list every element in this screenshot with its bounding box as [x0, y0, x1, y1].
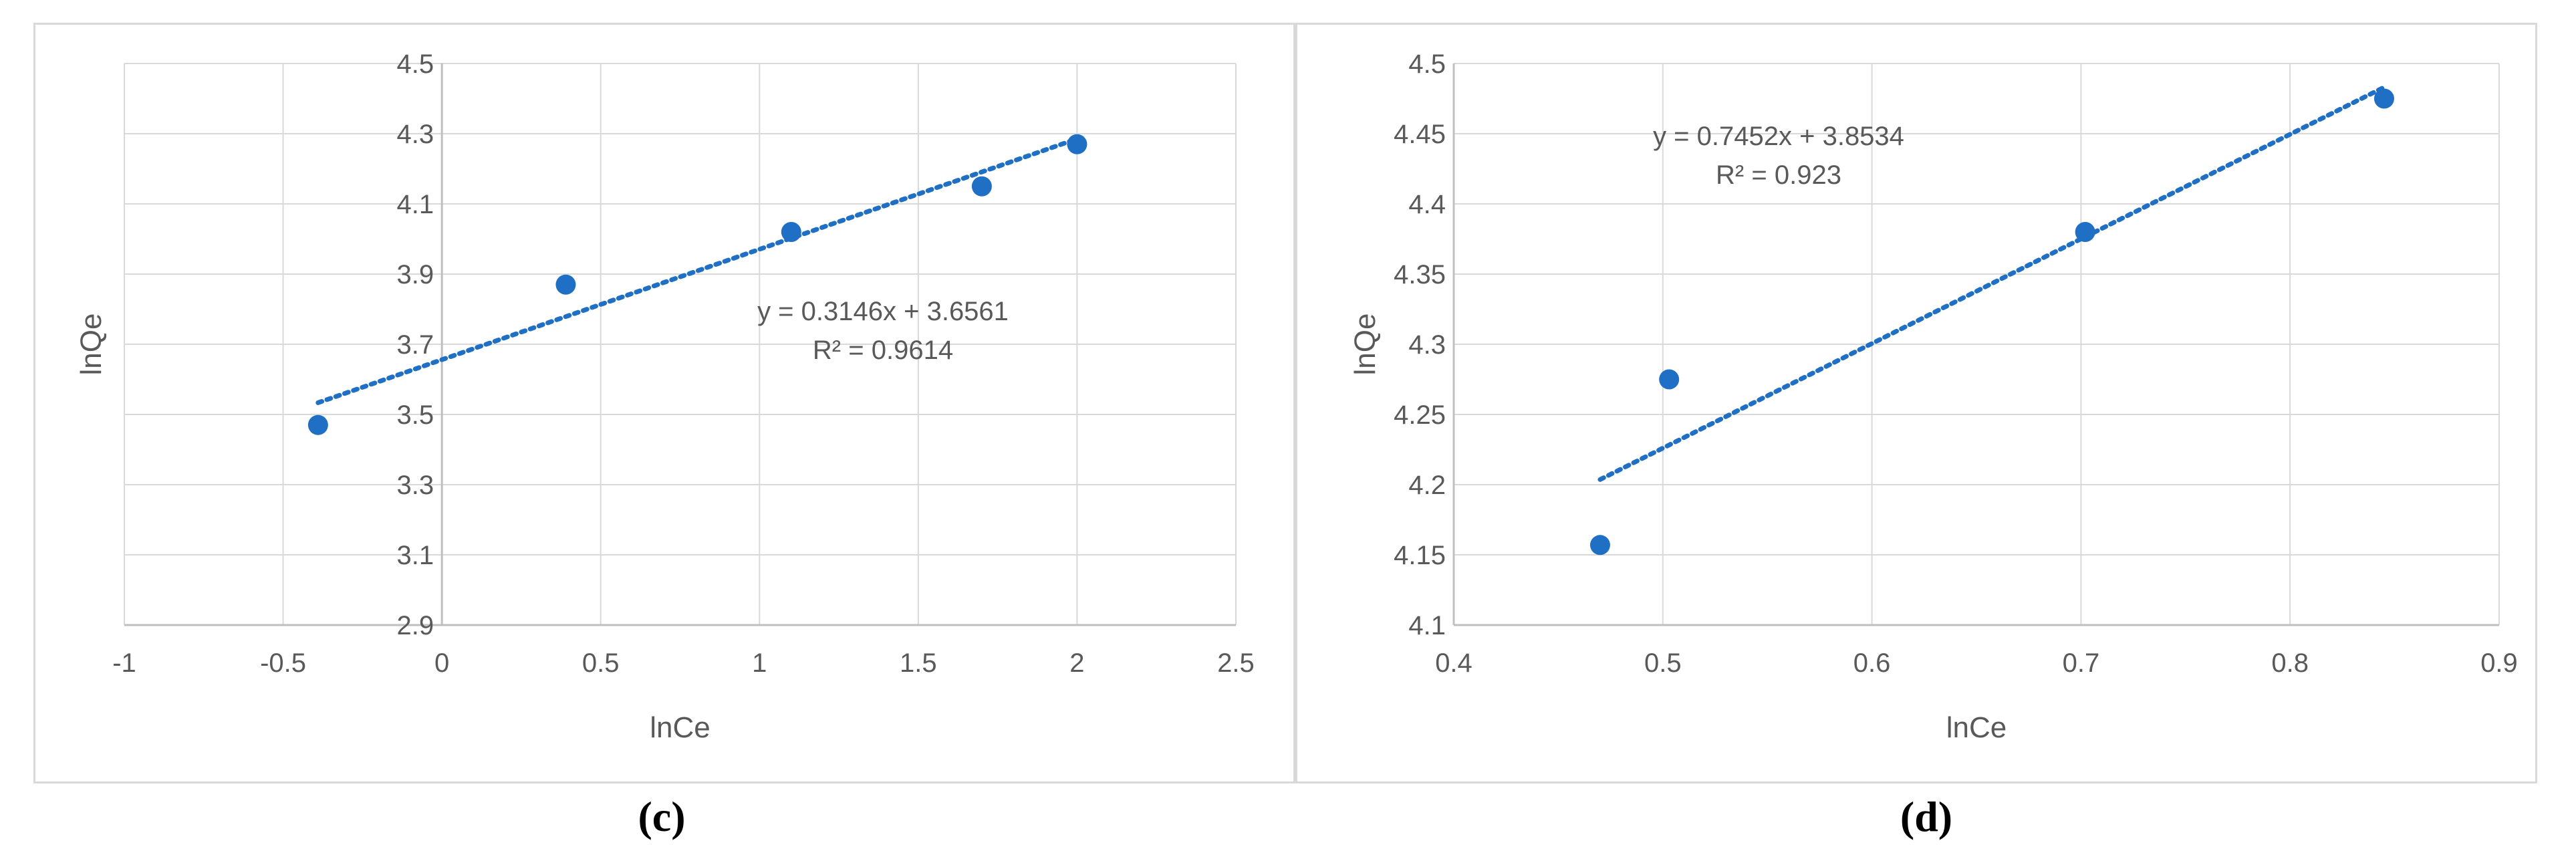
caption-d: (d)	[1900, 793, 1953, 840]
caption-c: (c)	[638, 793, 686, 840]
data-point	[781, 222, 801, 242]
y-tick-label: 4.1	[397, 190, 434, 219]
x-tick-label: 1	[752, 648, 767, 678]
x-tick-label: 0	[434, 648, 449, 678]
data-point	[971, 176, 992, 197]
y-tick-label: 3.3	[397, 471, 434, 500]
data-point	[307, 414, 328, 435]
y-tick-label: 3.9	[397, 260, 434, 289]
y-tick-label: 3.5	[397, 400, 434, 430]
y-tick-label: 4.3	[397, 120, 434, 149]
trendline	[1597, 85, 2387, 482]
trendline	[315, 136, 1079, 405]
y-axis-title: lnQe	[1349, 314, 1382, 376]
x-axis-title: lnCe	[1946, 711, 2007, 744]
x-axis-title: lnCe	[650, 711, 711, 744]
data-point	[1589, 535, 1610, 556]
x-tick-label: -0.5	[260, 648, 306, 678]
y-tick-label: 4.5	[1408, 49, 1446, 79]
trendline-equation: y = 0.3146x + 3.6561	[757, 297, 1009, 326]
y-tick-label: 4.4	[1408, 190, 1446, 219]
x-tick-label: 0.9	[2480, 648, 2518, 678]
y-tick-label: 3.7	[397, 330, 434, 360]
chart-panel-d: 0.4 0.5 0.6 0.7 0.8 0.9 4.1 4.15 4.2 4.25 4.3 4.35 4…	[1295, 23, 2537, 783]
x-tick-label: 0.7	[2063, 648, 2100, 678]
y-tick-label: 2.9	[397, 611, 434, 640]
y-tick-label: 4.15	[1394, 541, 1446, 570]
y-tick-label: 4.5	[397, 49, 434, 79]
data-point	[2373, 88, 2394, 109]
x-tick-label: 0.5	[1644, 648, 1682, 678]
r-squared-label: R² = 0.9614	[813, 336, 953, 365]
x-tick-label: 0.5	[582, 648, 620, 678]
x-tick-label: 2	[1069, 648, 1084, 678]
data-point	[2075, 222, 2095, 242]
r-squared-label: R² = 0.923	[1716, 160, 1841, 190]
x-tick-label: 0.8	[2271, 648, 2309, 678]
y-tick-label: 4.25	[1394, 400, 1446, 430]
x-tick-label: -1	[112, 648, 136, 678]
chart-d-svg: 0.4 0.5 0.6 0.7 0.8 0.9 4.1 4.15 4.2 4.25 4.3 4.35 4…	[1349, 49, 2518, 744]
chart-c-svg: -1 -0.5 0 0.5 1 1.5 2 2.5 2.9 3.1 3.3 3.5 3.7 3.9 4.1 4…	[75, 49, 1255, 744]
y-axis-title: lnQe	[75, 314, 108, 376]
data-point	[1659, 369, 1680, 390]
data-point	[1067, 134, 1087, 154]
x-tick-label: 1.5	[900, 648, 937, 678]
y-tick-label: 4.45	[1394, 120, 1446, 149]
y-tick-label: 4.3	[1408, 330, 1446, 360]
y-tick-label: 4.35	[1394, 260, 1446, 289]
trendline-equation: y = 0.7452x + 3.8534	[1653, 122, 1904, 151]
x-tick-label: 2.5	[1217, 648, 1255, 678]
data-point	[555, 274, 576, 295]
chart-panel-c: -1 -0.5 0 0.5 1 1.5 2 2.5 2.9 3.1 3.3 3.5 3.7 3.9 4.1 4…	[33, 23, 1295, 783]
y-tick-label: 4.2	[1408, 471, 1446, 500]
x-tick-label: 0.4	[1435, 648, 1472, 678]
y-tick-label: 3.1	[397, 541, 434, 570]
x-tick-label: 0.6	[1853, 648, 1891, 678]
y-tick-label: 4.1	[1408, 611, 1446, 640]
